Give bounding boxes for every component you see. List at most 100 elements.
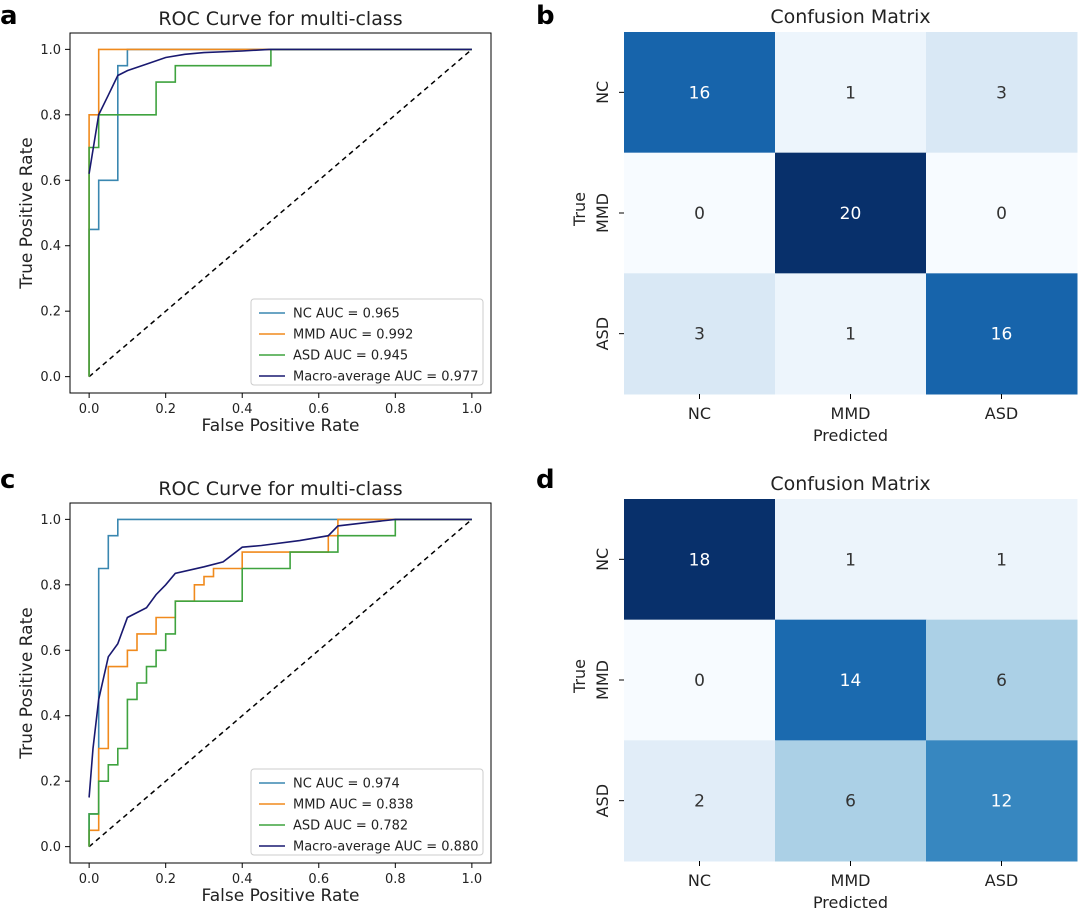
cell-value: 2: [694, 792, 705, 812]
heatmap-cell: [624, 740, 776, 862]
x-tick-label: 0.8: [385, 402, 406, 417]
cell-value: 18: [689, 550, 711, 570]
chart-title: ROC Curve for multi-class: [158, 478, 402, 500]
legend-entry: MMD AUC = 0.992: [293, 328, 413, 343]
y-axis-label: True Positive Rate: [17, 607, 37, 759]
x-tick-label: 1.0: [462, 402, 483, 417]
panel-label: b: [536, 1, 555, 31]
cell-value: 1: [845, 325, 856, 345]
cell-value: 3: [996, 83, 1007, 103]
roc-chart-c: ROC Curve for multi-class 0.0 0.2 0.4 0.6 0.8…: [17, 478, 492, 906]
cell-value: 0: [694, 204, 705, 224]
roc-line-macro: [88, 518, 472, 798]
panel-label: a: [0, 1, 18, 31]
roc-line-asd: [88, 518, 472, 847]
x-tick-label: NC: [688, 871, 711, 890]
confusion-matrix-b: Confusion Matrix 16 1 3 0 20 0 3 1 16 NC MMD ASD NC MM…: [570, 6, 1078, 445]
heatmap-cell: [926, 32, 1078, 154]
legend-entry: Macro-average AUC = 0.880: [293, 840, 479, 855]
heatmap-cell: [926, 619, 1078, 741]
cell-value: 1: [845, 550, 856, 570]
plot-frame: [69, 502, 492, 864]
chart-title: Confusion Matrix: [770, 6, 930, 28]
x-axis-label: Predicted: [813, 893, 888, 912]
cell-value: 16: [689, 83, 711, 103]
x-tick-label: 0.0: [79, 872, 100, 887]
cell-value: 12: [991, 792, 1013, 812]
heatmap-cell: [775, 619, 927, 741]
x-tick-label: 0.2: [155, 402, 176, 417]
cell-value: 14: [840, 671, 862, 691]
x-tick-label: ASD: [985, 871, 1018, 890]
roc-line-macro: [88, 48, 472, 174]
roc-line-asd: [88, 48, 472, 377]
legend-entry: NC AUC = 0.965: [293, 307, 400, 322]
x-tick-label: 0.4: [232, 872, 253, 887]
heatmap-cell: [775, 32, 927, 154]
y-tick-label: 0.8: [40, 578, 61, 593]
y-axis-label: True Positive Rate: [17, 137, 37, 289]
y-tick-label: 0.0: [40, 370, 61, 385]
legend-entry: MMD AUC = 0.838: [293, 798, 413, 813]
x-tick-label: 0.8: [385, 872, 406, 887]
y-tick-label: 0.6: [40, 644, 61, 659]
heatmap-cell: [624, 619, 776, 741]
legend: NC AUC = 0.974 MMD AUC = 0.838 ASD AUC = 0…: [250, 768, 484, 856]
cell-value: 6: [996, 671, 1007, 691]
x-tick-label: 0.4: [232, 402, 253, 417]
y-tick-label: 1.0: [40, 43, 61, 58]
confusion-matrix-d: Confusion Matrix 18 1 1 0 14 6 2 6 12 NC MMD ASD NC MM…: [570, 473, 1078, 912]
y-tick-label: 0.2: [40, 305, 61, 320]
legend-entry: NC AUC = 0.974: [293, 777, 400, 792]
y-tick-label: ASD: [593, 317, 612, 350]
heatmap-cell: [624, 499, 776, 621]
x-tick-label: MMD: [831, 871, 871, 890]
x-tick-label: 0.6: [308, 872, 329, 887]
diagonal-reference-line: [88, 518, 473, 848]
heatmap-cell: [775, 152, 927, 274]
y-tick-label: 0.4: [40, 239, 61, 254]
legend: NC AUC = 0.965 MMD AUC = 0.992 ASD AUC = 0…: [250, 298, 484, 386]
y-tick-label: 0.4: [40, 709, 61, 724]
heatmap-cell: [775, 499, 927, 621]
heatmap-cell: [926, 152, 1078, 274]
cell-value: 0: [694, 671, 705, 691]
y-tick-label: NC: [593, 548, 612, 571]
x-axis-label: False Positive Rate: [202, 886, 360, 906]
y-tick-label: 0.0: [40, 840, 61, 855]
legend-entry: Macro-average AUC = 0.977: [293, 370, 479, 385]
heatmap-cell: [624, 32, 776, 154]
y-axis-label: True: [570, 659, 589, 694]
y-tick-label: 0.2: [40, 775, 61, 790]
y-tick-label: ASD: [593, 784, 612, 817]
legend-entry: ASD AUC = 0.782: [293, 819, 408, 834]
x-tick-label: NC: [688, 404, 711, 423]
cell-value: 16: [991, 325, 1013, 345]
plot-frame: [69, 32, 492, 394]
y-tick-label: NC: [593, 81, 612, 104]
heatmap-cell: [926, 499, 1078, 621]
cell-value: 1: [996, 550, 1007, 570]
heatmap-cell: [926, 740, 1078, 862]
cell-value: 3: [694, 325, 705, 345]
panel-label: d: [536, 465, 555, 495]
legend-box: [250, 298, 484, 386]
heatmap-cell: [775, 273, 927, 395]
x-tick-label: MMD: [831, 404, 871, 423]
cell-value: 20: [840, 204, 862, 224]
x-tick-label: 1.0: [462, 872, 483, 887]
chart-title: ROC Curve for multi-class: [158, 8, 402, 30]
cell-value: 6: [845, 792, 856, 812]
heatmap-cell: [624, 273, 776, 395]
x-tick-label: 0.2: [155, 872, 176, 887]
y-tick-label: MMD: [593, 660, 612, 700]
cell-value: 1: [845, 83, 856, 103]
legend-entry: ASD AUC = 0.945: [293, 349, 408, 364]
x-tick-label: ASD: [985, 404, 1018, 423]
y-tick-label: 1.0: [40, 513, 61, 528]
panel-label: c: [0, 465, 15, 495]
heatmap-cell: [624, 152, 776, 274]
chart-title: Confusion Matrix: [770, 473, 930, 495]
heatmap-cell: [775, 740, 927, 862]
